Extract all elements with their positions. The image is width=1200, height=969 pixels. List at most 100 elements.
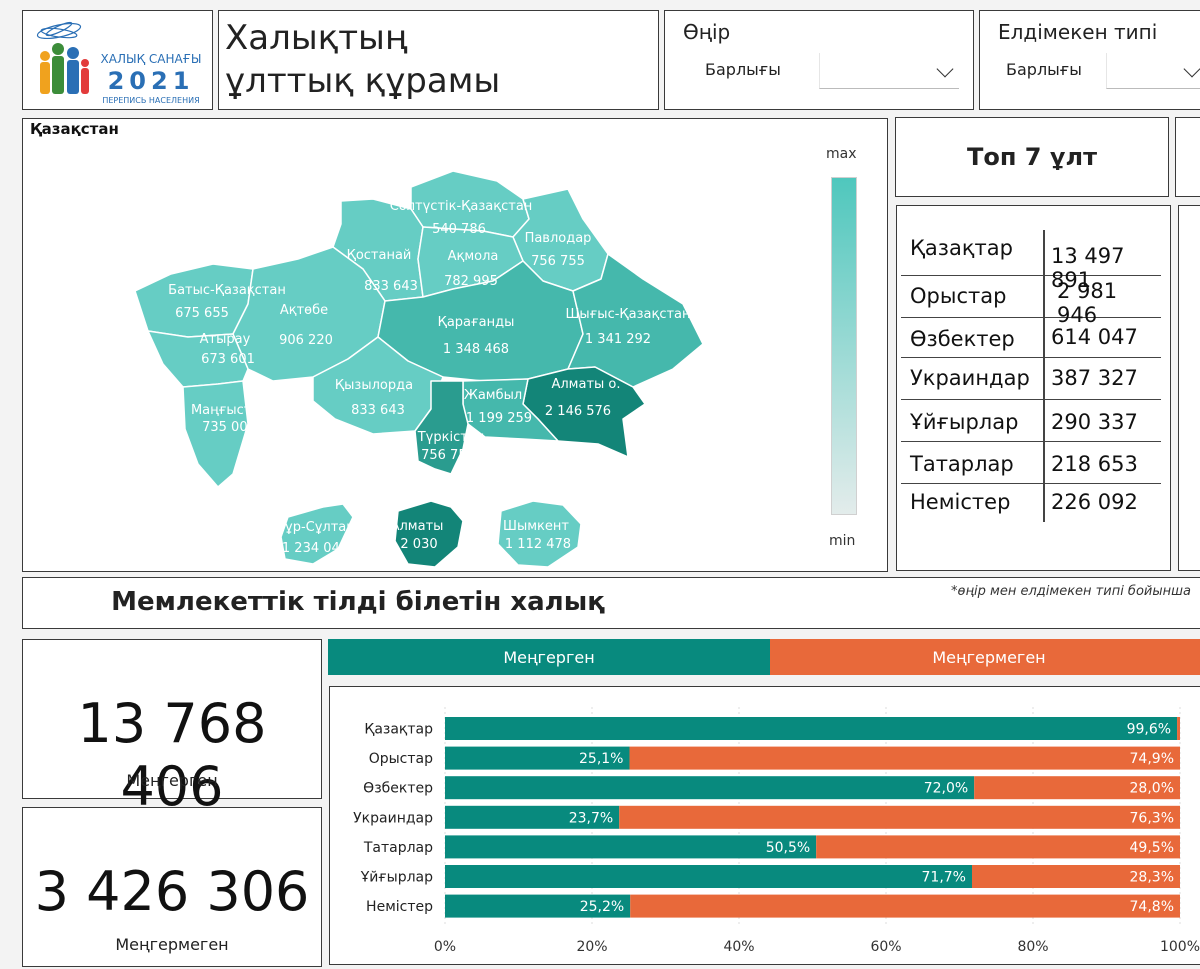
logo-year: 2021: [108, 67, 195, 95]
nationality-value: 614 047: [1051, 325, 1138, 349]
data-label: 99,6%: [1127, 722, 1171, 738]
bar-speak: [445, 776, 975, 800]
chevron-down-icon: [1183, 60, 1200, 78]
region-name: Нұр-Сұлтан: [275, 520, 355, 535]
region-shape-turkistan[interactable]: [414, 380, 469, 475]
logo-line3: ПЕРЕПИСЬ НАСЕЛЕНИЯ: [102, 96, 199, 105]
data-label: 74,9%: [1130, 751, 1174, 767]
language-section-title: Мемлекеттік тілді білетін халық: [111, 587, 605, 617]
top7-title-card: Топ 7 ұлт: [895, 117, 1169, 197]
page-title-line1: Халықтың: [225, 18, 408, 58]
region-value: 2 146 576: [545, 404, 611, 419]
data-label: 74,8%: [1130, 899, 1174, 915]
region-name: Түркістан: [417, 430, 485, 445]
category-label: Немістер: [366, 899, 433, 915]
settlement-filter-value: Барлығы: [1006, 60, 1082, 79]
region-shape-vko[interactable]: [567, 253, 704, 388]
bar-speak: [445, 805, 620, 829]
kazakhstan-map-panel: Солтүстік-Қазақстан 540 786 Павлодар 756…: [22, 118, 888, 572]
region-value: 1 199 259: [466, 411, 532, 426]
adjacent-card: [1175, 117, 1200, 197]
table-row: Орыстар 2 981 946: [901, 276, 1161, 327]
bar-speak: [445, 746, 630, 770]
region-name: Жамбыл: [464, 388, 522, 403]
logo-line1: ХАЛЫҚ САНАҒЫ: [101, 52, 202, 66]
settlement-filter-label: Елдімекен типі: [998, 20, 1158, 44]
category-label: Украиндар: [353, 810, 433, 826]
region-value: 1 112 478: [505, 537, 571, 552]
region-value: 1 341 292: [585, 332, 651, 347]
region-shape-almaty-city[interactable]: [394, 500, 464, 568]
category-label: Өзбектер: [363, 781, 433, 797]
region-value: 540 786: [432, 222, 486, 237]
kpi-card-speak: 13 768 406 Меңгерген: [22, 639, 322, 818]
nationality-value: 290 337: [1051, 410, 1138, 434]
category-label: Орыстар: [369, 751, 433, 767]
region-shape-zko[interactable]: [134, 263, 254, 338]
bar-nospeak: [971, 865, 1180, 888]
region-shape-nur-sultan[interactable]: [280, 503, 354, 565]
bar-speak: [445, 865, 972, 888]
region-value: 673 601: [201, 352, 255, 367]
region-filter-value: Барлығы: [705, 60, 781, 79]
nationality-name: Немістер: [910, 490, 1011, 514]
x-tick-label: 20%: [576, 939, 607, 955]
logo-people-icon: [40, 43, 89, 94]
bar-nospeak: [629, 746, 1180, 770]
top7-title: Топ 7 ұлт: [967, 143, 1097, 171]
bar-nospeak: [1177, 717, 1180, 740]
color-scale-legend: [831, 177, 857, 515]
bar-speak: [445, 894, 631, 918]
x-tick-label: 40%: [723, 939, 754, 955]
legend-max-label: max: [826, 146, 857, 162]
settlement-type-filter: Елдімекен типі Барлығы: [979, 10, 1200, 110]
table-row: Өзбектер 614 047: [901, 318, 1161, 358]
settlement-dropdown[interactable]: [1106, 53, 1200, 89]
legend-speak[interactable]: Меңгерген: [328, 639, 770, 675]
data-label: 50,5%: [766, 840, 810, 856]
region-value: 675 655: [175, 306, 229, 321]
nationality-value: 387 327: [1051, 366, 1138, 390]
bar-nospeak: [816, 835, 1180, 859]
bar-speak: [445, 835, 817, 859]
region-dropdown[interactable]: [819, 53, 959, 89]
adjacent-table: [1178, 205, 1200, 571]
category-label: Қазақтар: [364, 722, 433, 738]
region-value: 782 995: [444, 274, 498, 289]
x-tick-label: 100%: [1160, 939, 1200, 955]
chart-legend: Меңгерген Меңгермеген: [328, 639, 1200, 675]
chevron-down-icon: [936, 60, 954, 78]
region-shape-shymkent[interactable]: [497, 500, 582, 568]
kazakhstan-map: Солтүстік-Қазақстан 540 786 Павлодар 756…: [134, 170, 704, 568]
data-label: 25,1%: [579, 751, 623, 767]
region-name: Солтүстік-Қазақстан: [390, 199, 533, 214]
x-tick-label: 80%: [1017, 939, 1048, 955]
x-tick-label: 60%: [870, 939, 901, 955]
bar-nospeak: [630, 894, 1180, 918]
nationality-name: Қазақтар: [910, 236, 1013, 260]
nationality-name: Ұйғырлар: [910, 410, 1019, 434]
legend-min-label: min: [829, 533, 856, 549]
nationality-value: 226 092: [1051, 490, 1138, 514]
kpi-speak-value: 13 768 406: [77, 692, 267, 818]
nationality-name: Татарлар: [910, 452, 1014, 476]
top7-table: Қазақтар 13 497 891 Орыстар 2 981 946 Өз…: [896, 205, 1171, 571]
data-label: 23,7%: [569, 810, 613, 826]
nationality-name: Орыстар: [910, 284, 1007, 308]
legend-nospeak[interactable]: Меңгермеген: [770, 639, 1200, 675]
language-bar-chart: 0% 20% 40% 60% 80% 100% Қазақтар 99,6% Орыстар 25…: [353, 707, 1200, 955]
bar-nospeak: [619, 805, 1180, 829]
region-name: Ақтөбе: [280, 303, 328, 318]
region-name: Қызылорда: [335, 378, 413, 393]
region-name: Ақмола: [448, 249, 499, 264]
region-shape-mangystau[interactable]: [182, 380, 249, 488]
table-column-divider: [1043, 230, 1045, 522]
table-row: Немістер 226 092: [901, 484, 1161, 524]
region-name: Маңғыстау: [191, 403, 267, 418]
census-logo: ХАЛЫҚ САНАҒЫ 2021 ПЕРЕПИСЬ НАСЕЛЕНИЯ: [22, 10, 213, 110]
data-label: 76,3%: [1130, 810, 1174, 826]
kpi-nospeak-label: Меңгермеген: [115, 935, 229, 954]
language-bar-chart-panel: 0% 20% 40% 60% 80% 100% Қазақтар 99,6% Орыстар 25…: [329, 686, 1200, 965]
table-row: Ұйғырлар 290 337: [901, 400, 1161, 442]
table-row: Татарлар 218 653: [901, 442, 1161, 484]
